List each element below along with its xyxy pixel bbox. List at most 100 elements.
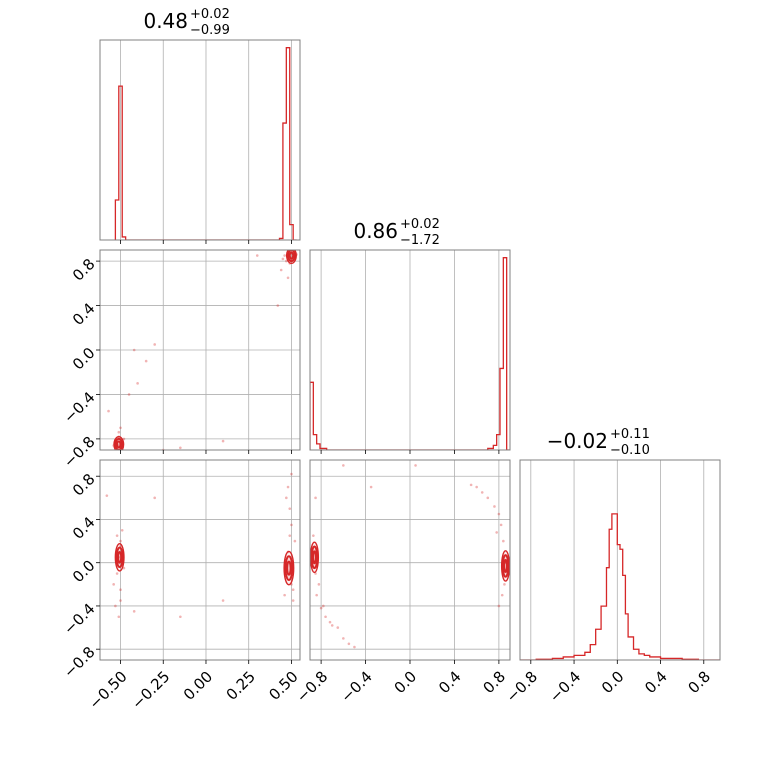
x-tick-label: −0.4 xyxy=(546,668,584,706)
panel-content xyxy=(310,464,510,649)
scatter-point xyxy=(153,343,157,346)
scatter-point xyxy=(312,534,315,537)
x-tick-label: −0.8 xyxy=(293,668,331,706)
axes-frame xyxy=(99,39,301,241)
title-minus: −1.72 xyxy=(400,233,440,248)
scatter-point xyxy=(112,583,115,586)
y-tick-label: 0.0 xyxy=(69,344,99,374)
scatter-point xyxy=(127,393,131,396)
scatter-point xyxy=(336,626,340,629)
scatter-point xyxy=(286,485,290,489)
scatter-point xyxy=(469,483,473,487)
x-tick-label: −0.25 xyxy=(128,668,173,713)
scatter-point xyxy=(179,615,182,619)
scatter-point xyxy=(480,491,484,494)
panel-2-0 xyxy=(96,459,301,664)
scatter-point xyxy=(314,496,317,500)
x-tick-label: 0.25 xyxy=(223,668,259,704)
scatter-point xyxy=(283,593,286,597)
title-value: 0.86 xyxy=(353,219,398,243)
title-2: −0.02 +0.11−0.10 xyxy=(547,427,650,458)
scatter-point xyxy=(285,496,288,500)
scatter-point xyxy=(347,642,351,646)
scatter-point xyxy=(290,523,293,527)
scatter-point xyxy=(324,615,327,619)
x-tick-label: −0.50 xyxy=(86,668,131,713)
y-tick-label: −0.8 xyxy=(60,433,98,471)
title-plus: +0.02 xyxy=(400,217,440,232)
panel-0-0 xyxy=(99,39,301,244)
title-minus: −0.99 xyxy=(190,23,230,38)
density-contour xyxy=(288,251,295,260)
scatter-point xyxy=(293,539,297,543)
x-tick-label: 0.4 xyxy=(641,668,671,698)
scatter-point xyxy=(119,426,122,430)
y-tick-label: 0.8 xyxy=(69,470,99,500)
scatter-point xyxy=(500,593,504,597)
panel-content xyxy=(114,47,297,240)
scatter-point xyxy=(502,539,505,543)
title-minus: −0.10 xyxy=(610,443,650,458)
scatter-point xyxy=(503,583,506,586)
scatter-point xyxy=(115,534,119,537)
scatter-point xyxy=(221,599,225,602)
density-contour xyxy=(117,550,123,564)
scatter-point xyxy=(330,624,334,627)
scatter-point xyxy=(132,610,136,613)
x-tick-label: 0.50 xyxy=(265,668,301,704)
x-tick-label: 0.4 xyxy=(435,668,465,698)
title-plus: +0.11 xyxy=(610,427,650,442)
scatter-point xyxy=(255,254,259,257)
scatter-point xyxy=(342,637,345,640)
axes-frame xyxy=(99,459,301,661)
x-tick-label: −0.4 xyxy=(337,668,375,706)
y-tick-label: 0.0 xyxy=(69,557,99,587)
scatter-point xyxy=(286,276,290,280)
scatter-point xyxy=(317,583,321,586)
scatter-point xyxy=(114,604,117,608)
scatter-point xyxy=(179,446,182,450)
y-tick-label: 0.4 xyxy=(69,513,99,543)
scatter-point xyxy=(117,615,121,619)
y-tick-label: −0.4 xyxy=(60,600,98,638)
panel-content xyxy=(520,513,720,660)
panel-1-0 xyxy=(96,249,301,454)
scatter-point xyxy=(342,464,345,467)
scatter-point xyxy=(119,599,122,602)
panel-content xyxy=(107,250,298,450)
scatter-point xyxy=(290,472,293,476)
scatter-point xyxy=(281,257,285,261)
scatter-point xyxy=(328,620,332,624)
scatter-point xyxy=(493,505,496,508)
scatter-point xyxy=(475,485,478,489)
x-tick-label: 0.0 xyxy=(391,668,421,698)
scatter-point xyxy=(322,604,325,608)
scatter-point xyxy=(107,409,110,413)
panel-1-1 xyxy=(309,249,511,454)
histogram-1 xyxy=(310,257,510,450)
scatter-point xyxy=(486,496,490,500)
scatter-point xyxy=(288,534,292,537)
scatter-point xyxy=(105,494,109,497)
histogram-0 xyxy=(114,47,297,240)
density-contour xyxy=(503,559,508,573)
scatter-point xyxy=(119,539,122,543)
scatter-point xyxy=(315,593,318,597)
scatter-point xyxy=(283,254,286,257)
panel-2-2 xyxy=(519,459,721,664)
scatter-point xyxy=(319,606,323,610)
scatter-point xyxy=(499,523,503,527)
scatter-point xyxy=(353,645,356,649)
scatter-point xyxy=(136,382,139,385)
density-contour xyxy=(116,440,122,449)
scatter-point xyxy=(279,268,283,272)
y-tick-label: −0.4 xyxy=(60,388,98,426)
scatter-point xyxy=(132,348,136,352)
y-tick-label: 0.4 xyxy=(69,299,99,329)
title-value: −0.02 xyxy=(547,429,608,453)
scatter-point xyxy=(153,496,157,500)
scatter-point xyxy=(369,485,373,489)
density-contour xyxy=(286,560,292,576)
title-1: 0.86 +0.02−1.72 xyxy=(353,217,439,248)
